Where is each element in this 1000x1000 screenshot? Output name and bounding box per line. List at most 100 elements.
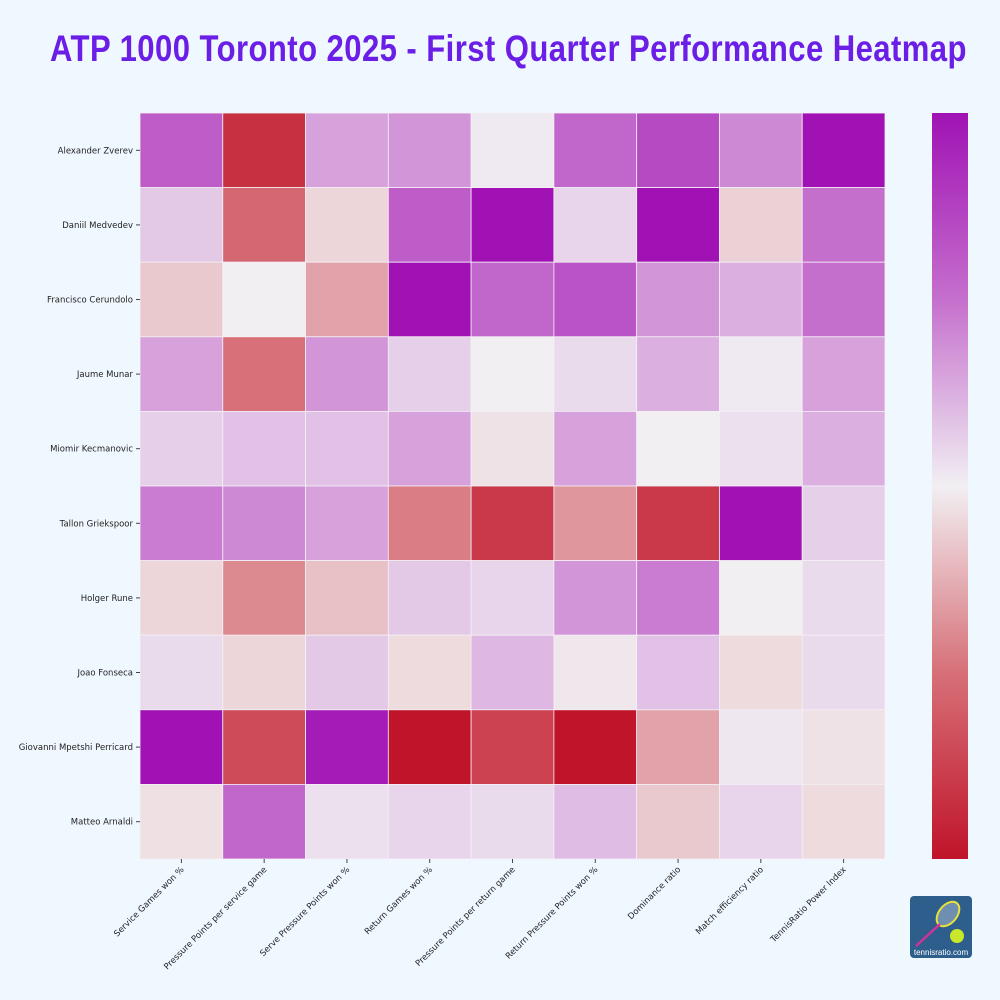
column-label: Dominance ratio (626, 865, 683, 922)
heatmap-cell (801, 709, 886, 785)
heatmap-cell (719, 410, 803, 487)
heatmap-cell (305, 634, 389, 711)
heatmap-cell (719, 187, 803, 263)
row-label: Joao Fonseca (76, 669, 133, 679)
heatmap-cell (305, 410, 389, 487)
heatmap-cell (470, 560, 555, 636)
heatmap-cell (553, 112, 638, 188)
heatmap-cell (305, 336, 389, 412)
heatmap-cell (636, 410, 720, 487)
heatmap-cell (222, 187, 306, 263)
heatmap-cell (139, 336, 224, 412)
heatmap-cell (470, 261, 555, 338)
heatmap-cell (801, 187, 886, 263)
row-label: Tallon Griekspoor (59, 519, 134, 529)
heatmap-cell (387, 112, 472, 188)
heatmap-cell (719, 336, 803, 412)
heatmap-cell (636, 336, 720, 412)
heatmap-cell (305, 261, 389, 338)
column-labels: Service Games won %Pressure Points per s… (112, 859, 849, 972)
column-label: Return Pressure Points won % (504, 865, 600, 961)
heatmap-cell (222, 485, 306, 561)
column-label: Pressure Points per service game (162, 865, 269, 972)
heatmap-cell (636, 261, 720, 338)
heatmap-cell (222, 410, 306, 487)
heatmap-cell (387, 261, 472, 338)
heatmap-cell (470, 410, 555, 487)
heatmap-cell (470, 336, 555, 412)
heatmap-cell (636, 560, 720, 636)
column-label: Match efficiency ratio (694, 865, 766, 937)
heatmap-cell (222, 784, 306, 860)
heatmap-cell (636, 709, 720, 785)
heatmap-cell (719, 634, 803, 711)
heatmap-cell (222, 261, 306, 338)
heatmap-cell (801, 410, 886, 487)
heatmap-cell (139, 784, 224, 860)
logo-text: tennisratio.com (913, 948, 969, 957)
heatmap-cell (636, 187, 720, 263)
heatmap-cell (470, 112, 555, 188)
heatmap-cell (139, 560, 224, 636)
heatmap-cell (553, 187, 638, 263)
heatmap-cell (719, 261, 803, 338)
column-label: TennisRatio Power Index (768, 865, 849, 946)
heatmap-cells (139, 112, 886, 860)
row-label: Francisco Cerundolo (47, 296, 133, 306)
heatmap-cell (139, 709, 224, 785)
heatmap-cell (801, 634, 886, 711)
heatmap-cell (636, 634, 720, 711)
heatmap-cell (139, 410, 224, 487)
heatmap-cell (719, 784, 803, 860)
heatmap-cell (636, 112, 720, 188)
heatmap-cell (305, 187, 389, 263)
heatmap-cell (470, 784, 555, 860)
heatmap-cell (305, 560, 389, 636)
heatmap-cell (139, 485, 224, 561)
heatmap-cell (719, 709, 803, 785)
colorbar (932, 113, 968, 859)
heatmap-cell (387, 560, 472, 636)
heatmap-cell (801, 784, 886, 860)
heatmap-cell (719, 112, 803, 188)
row-label: Daniil Medvedev (62, 221, 133, 231)
row-label: Giovanni Mpetshi Perricard (19, 743, 133, 753)
heatmap-cell (387, 784, 472, 860)
heatmap-cell (553, 336, 638, 412)
heatmap-cell (387, 187, 472, 263)
heatmap-cell (387, 709, 472, 785)
heatmap-cell (139, 261, 224, 338)
heatmap-cell (470, 485, 555, 561)
heatmap-cell (719, 485, 803, 561)
heatmap-cell (801, 336, 886, 412)
heatmap-cell (139, 634, 224, 711)
heatmap-cell (636, 485, 720, 561)
row-label: Holger Rune (81, 594, 133, 604)
heatmap-cell (139, 187, 224, 263)
heatmap-cell (801, 560, 886, 636)
heatmap-cell (553, 634, 638, 711)
heatmap-cell (222, 634, 306, 711)
heatmap-cell (470, 187, 555, 263)
heatmap-cell (387, 634, 472, 711)
heatmap-cell (387, 410, 472, 487)
column-label: Serve Pressure Points won % (258, 865, 352, 959)
heatmap-cell (222, 112, 306, 188)
row-labels: Alexander Zverev Daniil Medvedev Francisco… (19, 146, 140, 828)
heatmap-cell (387, 485, 472, 561)
heatmap-cell (222, 560, 306, 636)
heatmap-cell (470, 634, 555, 711)
heatmap-cell (305, 709, 389, 785)
column-label: Return Games won % (363, 865, 435, 937)
heatmap-cell (305, 784, 389, 860)
heatmap-cell (222, 709, 306, 785)
row-label: Jaume Munar (76, 370, 134, 380)
column-label: Service Games won % (112, 865, 186, 939)
heatmap-cell (553, 709, 638, 785)
row-label: Miomir Kecmanovic (50, 445, 133, 455)
heatmap-cell (553, 485, 638, 561)
heatmap-cell (801, 261, 886, 338)
heatmap-cell (553, 784, 638, 860)
column-label: Pressure Points per return game (414, 865, 518, 969)
heatmap-cell (222, 336, 306, 412)
